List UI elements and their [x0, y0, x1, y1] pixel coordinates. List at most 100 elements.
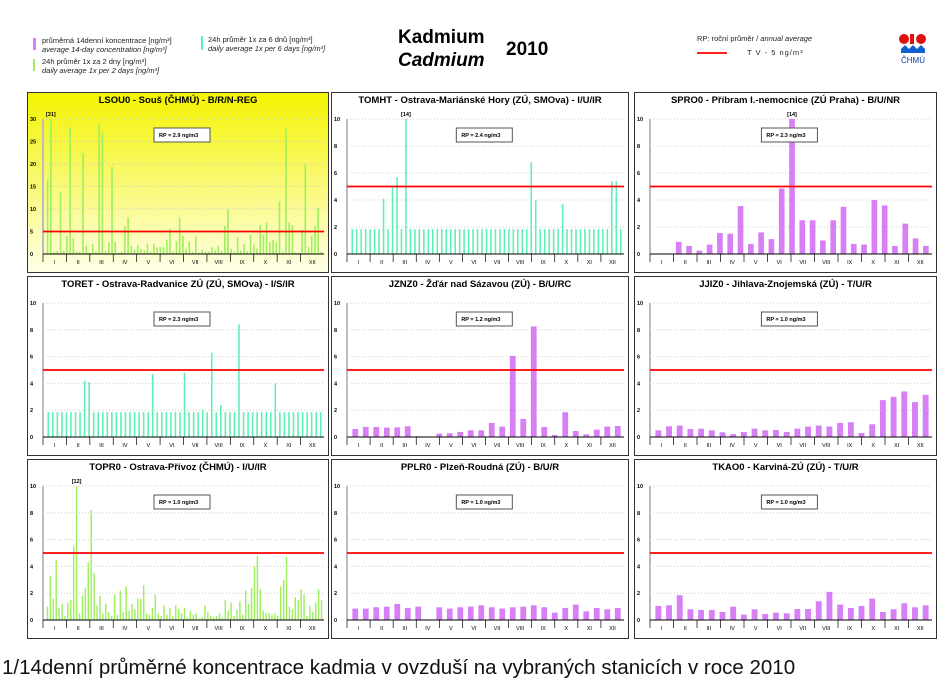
- legend-swatch-2day: [33, 59, 35, 71]
- bar: [182, 236, 184, 254]
- bar: [138, 412, 140, 437]
- bar: [230, 248, 233, 254]
- bar: [615, 181, 618, 254]
- y-tick-label: 8: [334, 144, 337, 150]
- bar: [192, 614, 194, 620]
- month-label: IX: [847, 626, 853, 632]
- bar: [572, 430, 579, 437]
- bar: [809, 220, 816, 254]
- bar: [211, 247, 213, 254]
- bar: [879, 400, 886, 437]
- bar: [256, 555, 259, 620]
- month-label: II: [77, 443, 81, 449]
- bar: [706, 244, 713, 254]
- rp-box: [153, 311, 211, 327]
- y-tick-label: 10: [30, 301, 36, 307]
- bar: [583, 434, 590, 437]
- y-tick-label: 4: [30, 381, 34, 387]
- legend-2day-cz: 24h průměr 1x za 2 dny [ng/m³]: [42, 57, 147, 66]
- bar: [488, 422, 495, 437]
- bar: [521, 229, 524, 254]
- bar: [70, 412, 72, 437]
- bar: [583, 611, 590, 620]
- footer-caption: 1/14denní průměrné koncentrace kadmia v …: [2, 656, 796, 679]
- bar: [467, 430, 474, 437]
- chart-panel: PPLR0 - Plzeň-Roudná (ZÚ) - B/U/R 0 2 4 6 8 10…: [331, 459, 629, 639]
- legend-14day-en: average 14-day concentration [ng/m³]: [42, 45, 167, 54]
- month-label: VII: [192, 626, 199, 632]
- bar: [762, 430, 769, 437]
- bar: [279, 586, 282, 620]
- rp-value: RP = 1.0 ng/m3: [766, 317, 805, 323]
- bar: [794, 609, 801, 620]
- bar: [58, 607, 60, 620]
- bar: [269, 412, 272, 437]
- bar: [99, 595, 101, 620]
- rp-legend-en: annual average: [760, 34, 813, 43]
- bar: [95, 251, 97, 254]
- rp-box: [153, 494, 211, 510]
- bar: [611, 181, 613, 254]
- bar: [747, 243, 754, 254]
- bar: [503, 229, 506, 254]
- bar: [188, 412, 190, 437]
- bar: [56, 412, 59, 437]
- bar: [481, 229, 483, 254]
- bar: [285, 557, 288, 620]
- bar: [240, 250, 242, 254]
- bar: [869, 598, 876, 620]
- bar: [517, 229, 519, 254]
- chmu-logo: ČHMÚ: [898, 33, 928, 65]
- bar: [136, 245, 139, 254]
- overflow-label: [31]: [46, 112, 56, 118]
- rp-box: [760, 127, 818, 143]
- bar: [285, 128, 287, 254]
- bar: [512, 229, 515, 254]
- chart-panel: JJIZ0 - Jihlava-Znojemská (ZÚ) - T/U/R 0 2…: [634, 276, 937, 456]
- month-label: XII: [609, 260, 616, 266]
- bar: [509, 607, 516, 620]
- bar: [666, 426, 672, 437]
- bar: [830, 220, 837, 254]
- bar: [279, 412, 281, 437]
- bar: [858, 605, 865, 620]
- overflow-label: [14]: [787, 112, 797, 118]
- bar: [83, 380, 86, 437]
- bar: [490, 229, 492, 254]
- bar: [449, 229, 452, 254]
- bar: [301, 412, 304, 437]
- bar: [56, 250, 59, 254]
- bar: [117, 252, 120, 254]
- y-tick-label: 6: [637, 171, 640, 177]
- bar: [708, 609, 715, 620]
- bar: [131, 603, 133, 620]
- tv-legend: T V - 5 ng/m³: [747, 48, 804, 57]
- month-label: VIII: [214, 626, 223, 632]
- bar: [717, 233, 723, 254]
- month-label: IV: [122, 626, 128, 632]
- bar: [778, 188, 785, 254]
- bar: [847, 607, 854, 620]
- bar: [256, 248, 258, 254]
- bar: [223, 225, 226, 254]
- bar: [520, 418, 527, 437]
- bar: [534, 200, 537, 254]
- bar: [676, 595, 683, 620]
- bar: [837, 604, 844, 620]
- bar: [351, 229, 354, 254]
- month-label: II: [684, 626, 688, 632]
- bar: [319, 412, 322, 437]
- bar: [762, 613, 769, 620]
- bar: [698, 609, 705, 620]
- bar: [719, 611, 726, 620]
- month-label: X: [564, 443, 568, 449]
- bar: [561, 204, 564, 254]
- bar: [530, 326, 537, 437]
- bar: [614, 426, 621, 437]
- bar: [101, 412, 104, 437]
- bar: [861, 244, 867, 254]
- month-label: IX: [239, 443, 245, 449]
- y-tick-label: 10: [30, 484, 36, 490]
- bar: [551, 434, 558, 437]
- bar: [221, 617, 224, 620]
